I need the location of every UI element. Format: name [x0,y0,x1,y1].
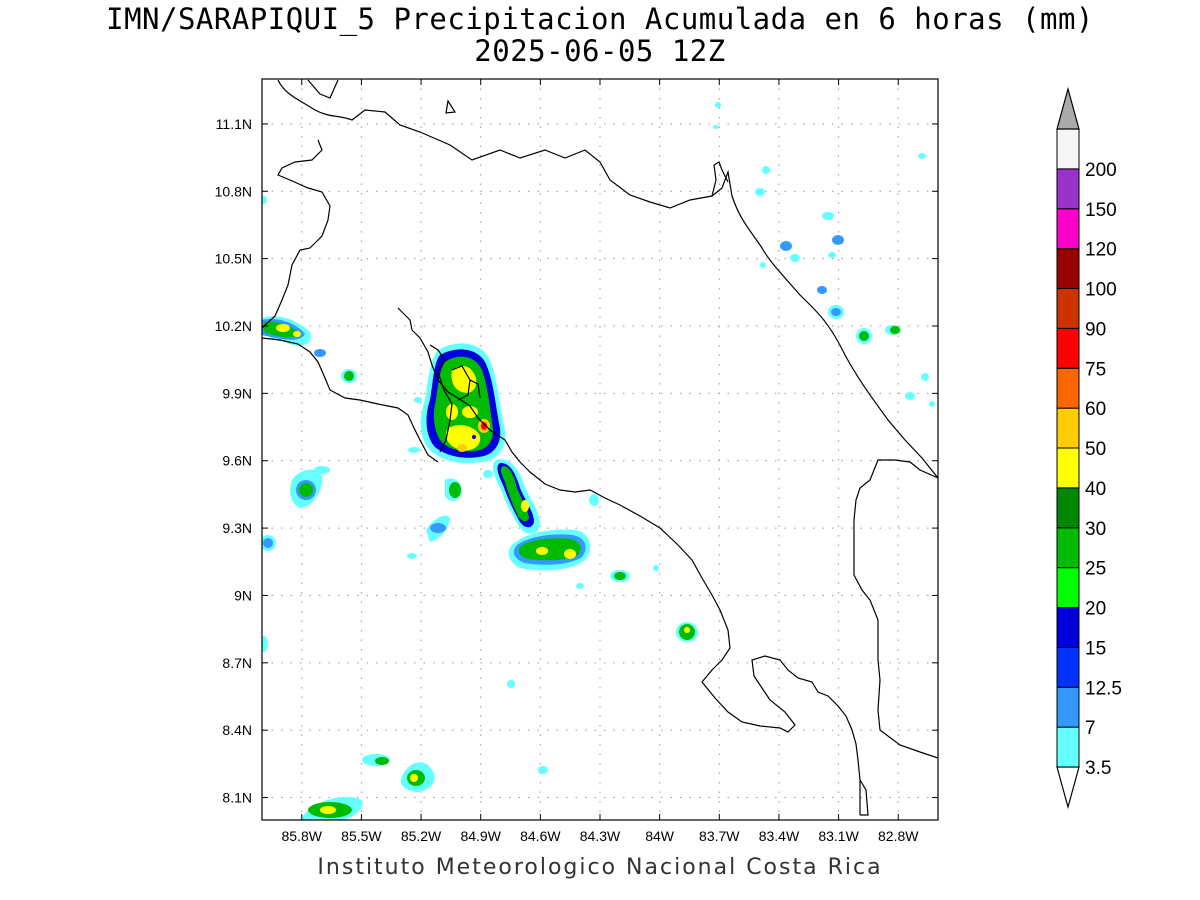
lat-tick-label: 9.6N [222,453,252,469]
colorbar-box [1056,248,1080,289]
colorbar-high-arrow [1056,86,1080,130]
precipitation-field [262,102,935,820]
colorbar-box [1056,128,1080,170]
colorbar-label: 12.5 [1085,678,1122,699]
lon-tick-label: 84.9W [460,828,501,844]
colorbar-label: 3.5 [1085,758,1111,779]
colorbar-label: 40 [1085,479,1106,500]
colorbar-box [1056,567,1080,608]
map-title: IMN/SARAPIQUI_5 Precipitacion Acumulada … [106,2,1094,36]
lat-tick-label: 9N [234,587,252,603]
lat-tick-label: 8.7N [222,655,252,671]
colorbar-label: 90 [1085,319,1106,340]
map-datetime: 2025-06-05 12Z [474,34,726,68]
colorbar-box [1056,527,1080,569]
lon-tick-label: 83.1W [818,828,859,844]
axis-ticks: 11.1N 10.8N 10.5N 10.2N 9.9N 9.6N 9.3N 9N 8.7N 8.… [215,79,938,844]
grid-lines [262,79,938,820]
precip-cluster-central [408,343,506,464]
colorbar-label: 150 [1085,200,1117,221]
colorbar-box [1056,407,1080,449]
lat-tick-label: 8.1N [222,790,252,806]
colorbar-box [1056,487,1080,529]
precip-cluster-south [407,459,659,589]
lon-tick-label: 83.4W [759,828,800,844]
lon-tick-label: 83.7W [699,828,740,844]
colorbar-label: 30 [1085,519,1106,540]
colorbar-label: 20 [1085,599,1106,620]
colorbar-label: 25 [1085,559,1106,580]
lat-tick-label: 8.4N [222,722,252,738]
colorbar-box [1056,607,1080,648]
colorbar-label: 200 [1085,160,1117,181]
footer-credit: Instituto Meteorologico Nacional Costa R… [317,855,883,880]
precip-cluster-osa [300,622,698,820]
colorbar-label: 120 [1085,240,1117,261]
colorbar-box [1056,646,1080,688]
lon-tick-label: 84.6W [520,828,561,844]
colorbar-label: 100 [1085,280,1117,301]
lat-tick-label: 9.9N [222,385,252,401]
lon-tick-label: 85.5W [341,828,382,844]
lat-tick-label: 11.1N [216,116,252,132]
colorbar-label: 75 [1085,359,1106,380]
colorbar-label: 50 [1085,439,1106,460]
colorbar-label: 60 [1085,399,1106,420]
lon-tick-label: 82.8W [878,828,919,844]
lat-tick-label: 10.2N [215,318,252,334]
colorbar-box [1056,288,1080,329]
colorbar-box [1056,367,1080,409]
lat-tick-label: 9.3N [222,520,252,536]
colorbar-box [1056,686,1080,728]
precip-cluster-caribbean [713,102,935,407]
lon-tick-label: 84W [645,828,675,844]
lon-tick-label: 85.8W [282,828,323,844]
precip-cluster [262,316,357,383]
lat-tick-label: 10.8N [215,183,252,199]
colorbar-box [1056,327,1080,369]
colorbar-box [1056,168,1080,210]
colorbar-box [1056,726,1080,768]
colorbar-label: 15 [1085,638,1106,659]
colorbar-label: 7 [1085,718,1096,739]
precip-cluster-west [262,196,330,652]
coastline [262,79,938,816]
lon-tick-label: 85.2W [401,828,442,844]
colorbar-box [1056,208,1080,250]
lat-tick-label: 10.5N [215,251,252,267]
colorbar-box [1056,447,1080,489]
colorbar: 3.5 7 12.5 15 20 25 30 40 50 60 75 90 100 120 150 200 [1056,86,1122,810]
colorbar-low-arrow [1056,766,1080,810]
lon-tick-label: 84.3W [580,828,621,844]
